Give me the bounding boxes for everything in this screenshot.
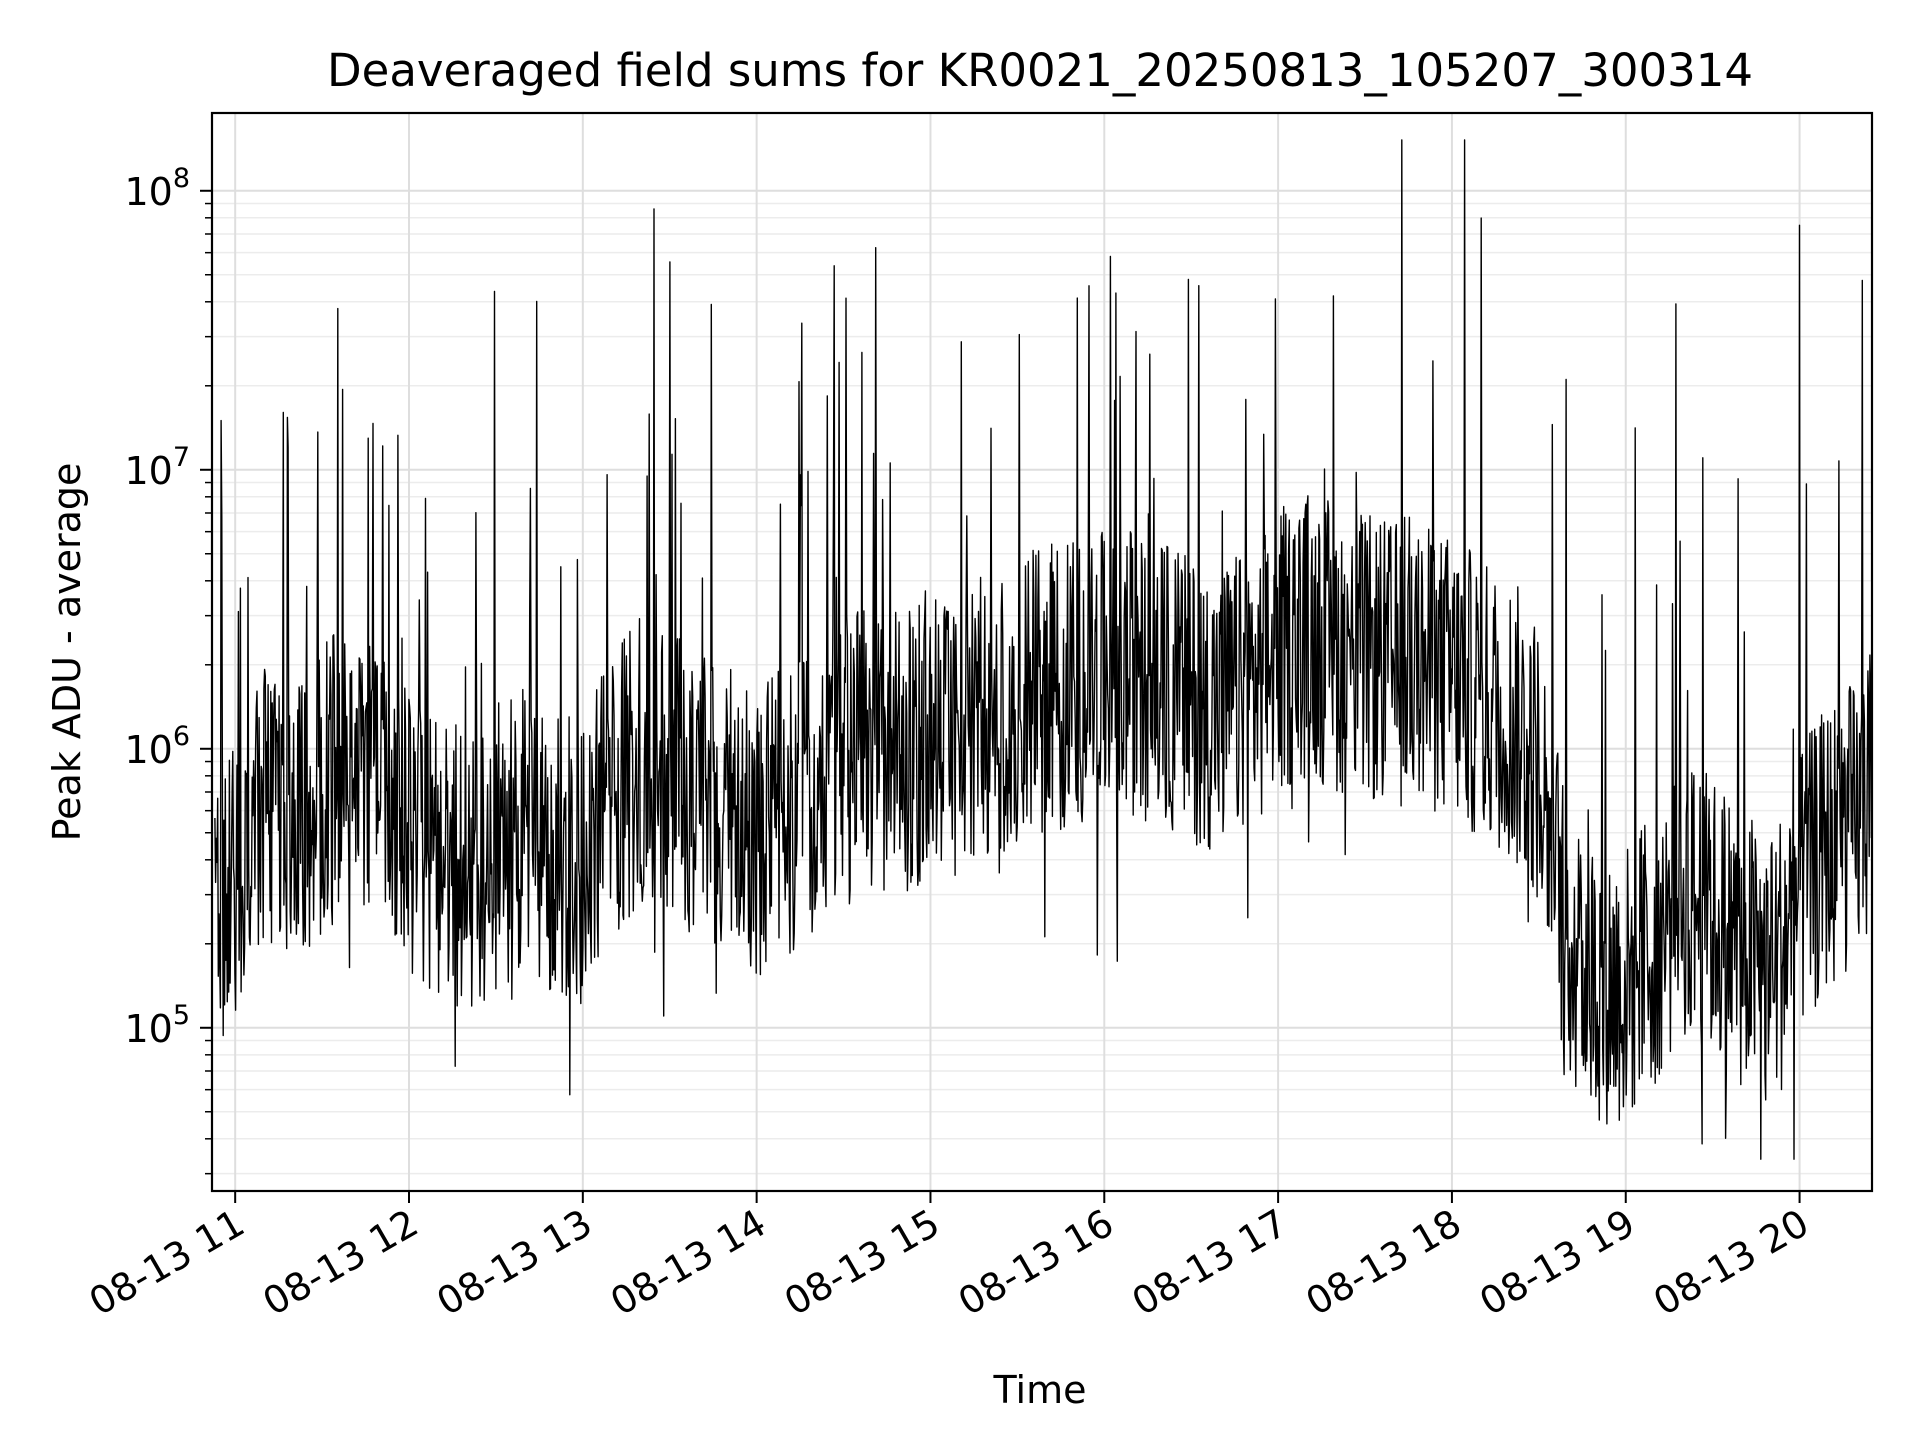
series-layer xyxy=(214,139,1873,1160)
y-tick-label: 106 xyxy=(124,721,190,772)
chart-title: Deaveraged field sums for KR0021_2025081… xyxy=(327,44,1753,97)
series-line xyxy=(214,139,1873,1160)
y-axis: 105 106 107 108 xyxy=(124,163,212,1175)
x-axis-label: Time xyxy=(993,1368,1087,1412)
y-axis-label: Peak ADU - average xyxy=(45,463,89,842)
y-tick-label: 108 xyxy=(124,163,190,214)
y-tick-label: 107 xyxy=(124,442,190,493)
y-tick-label: 105 xyxy=(124,1000,190,1051)
plot-frame xyxy=(210,111,1874,1193)
